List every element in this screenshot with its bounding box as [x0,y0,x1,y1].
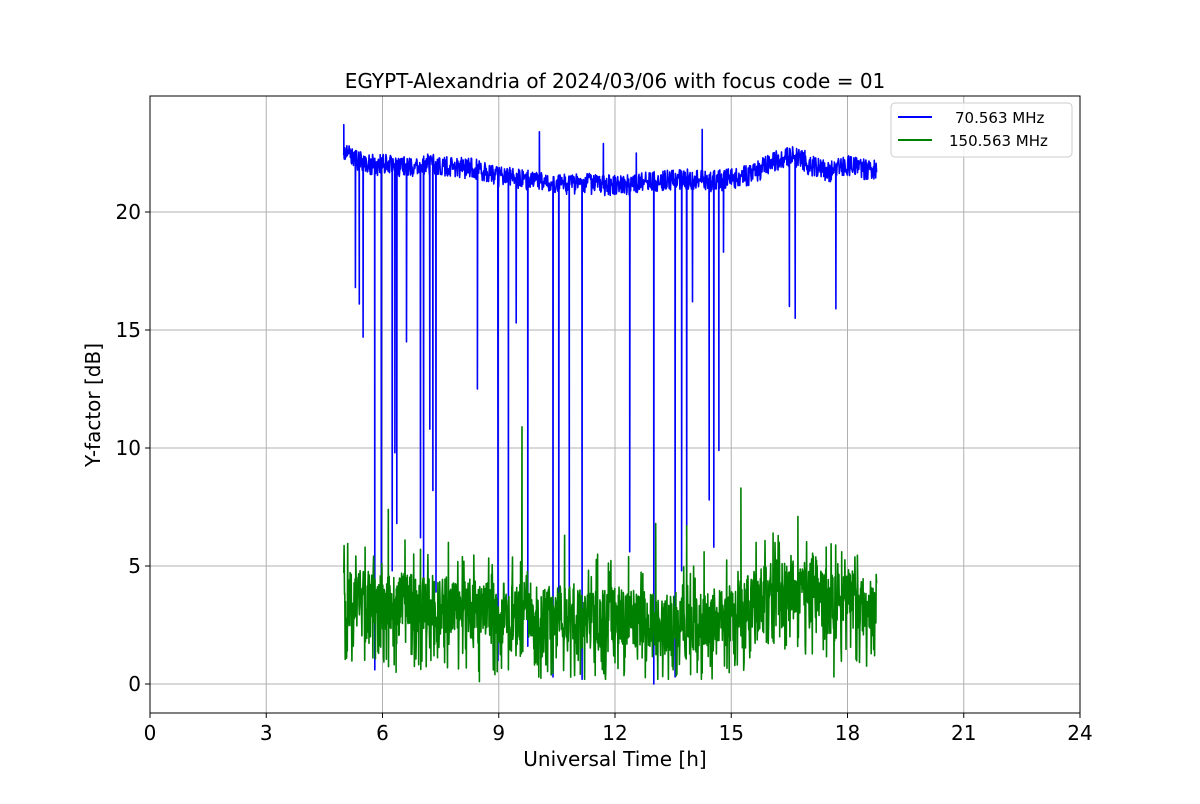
chart-title: EGYPT-Alexandria of 2024/03/06 with focu… [345,69,886,93]
x-tick-label: 6 [376,721,389,745]
series-layer [342,123,878,685]
series-line-70mhz [342,123,878,685]
y-tick-label: 5 [128,554,141,578]
y-tick-label: 20 [116,200,141,224]
legend: 70.563 MHz 150.563 MHz [890,102,1073,158]
y-tick-label: 0 [128,672,141,696]
x-tick-label: 18 [835,721,860,745]
y-tick-label: 10 [116,436,141,460]
y-axis-label: Y-factor [dB] [81,343,105,468]
legend-box [890,102,1073,158]
x-tick-label: 15 [719,721,744,745]
x-tick-label: 21 [951,721,976,745]
legend-label-150mhz: 150.563 MHz [949,132,1048,150]
x-tick-label: 12 [602,721,627,745]
x-tick-label: 0 [144,721,157,745]
x-tick-label: 24 [1067,721,1092,745]
series-line-150mhz [343,426,878,683]
axis-layer: 0 3 6 9 12 15 18 21 24 0 5 10 15 20 [116,200,1093,745]
x-tick-label: 9 [492,721,505,745]
legend-label-70mhz: 70.563 MHz [955,109,1044,127]
y-tick-label: 15 [116,318,141,342]
x-tick-label: 3 [260,721,273,745]
x-axis-label: Universal Time [h] [523,747,706,771]
